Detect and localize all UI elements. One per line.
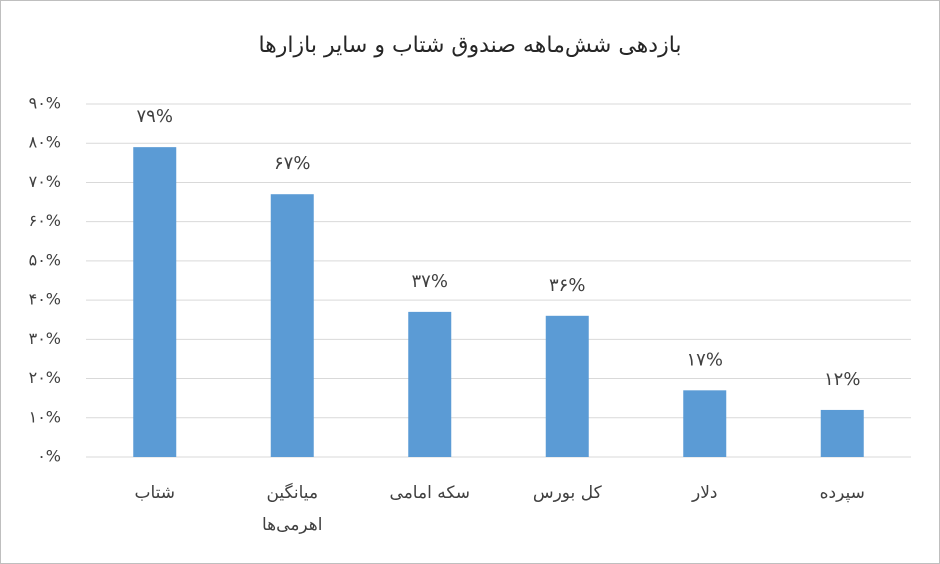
x-tick-label: سکه امامی xyxy=(389,483,470,503)
y-tick-label: ۸۰% xyxy=(29,133,61,152)
data-label: ۱۲% xyxy=(824,369,860,390)
data-label: ۶۷% xyxy=(274,153,310,174)
y-tick-label: ۲۰% xyxy=(29,368,61,387)
y-tick-label: ۳۰% xyxy=(29,329,61,348)
data-label: ۱۷% xyxy=(687,349,723,370)
y-tick-label: ۱۰% xyxy=(29,407,61,426)
y-tick-label: ۷۰% xyxy=(29,172,61,191)
bar xyxy=(545,315,589,457)
y-tick-label: ۹۰% xyxy=(29,94,61,113)
data-label: ۳۷% xyxy=(412,271,448,292)
y-tick-label: ۴۰% xyxy=(29,290,61,309)
x-tick-label: کل بورس xyxy=(532,483,602,503)
bar xyxy=(683,390,727,457)
bar xyxy=(408,311,452,457)
bar xyxy=(820,409,864,457)
bar xyxy=(270,194,314,457)
chart-title: بازدهی شش‌ماهه صندوق شتاب و سایر بازارها xyxy=(258,33,681,58)
x-tick-label: میانگین اهرمی‌ها xyxy=(262,483,323,535)
bar xyxy=(133,147,177,457)
data-label: ۷۹% xyxy=(137,106,173,127)
x-tick-label: شتاب xyxy=(134,483,176,503)
x-tick-label: سپرده xyxy=(819,483,865,503)
y-tick-label: ۶۰% xyxy=(29,211,61,230)
data-label: ۳۶% xyxy=(549,275,585,296)
y-tick-label: ۰% xyxy=(37,447,61,466)
y-tick-label: ۵۰% xyxy=(29,250,61,269)
x-tick-label: دلار xyxy=(692,483,718,503)
